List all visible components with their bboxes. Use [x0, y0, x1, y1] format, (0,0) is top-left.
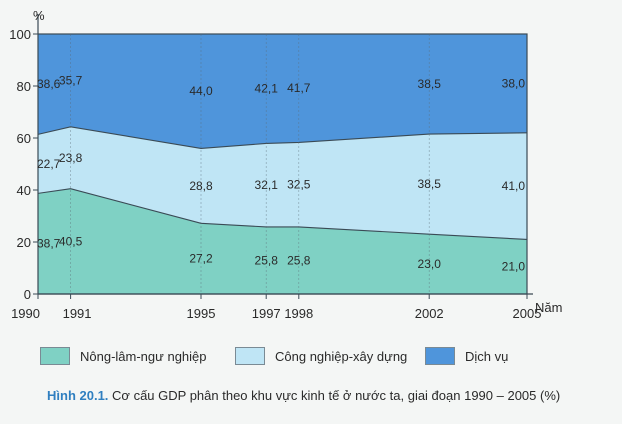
x-tick-label: 2002: [415, 306, 444, 321]
data-label-services: 38,5: [418, 77, 442, 91]
data-label-services: 44,0: [189, 84, 213, 98]
data-label-industry: 32,5: [287, 178, 311, 192]
data-label-agriculture: 23,0: [418, 257, 442, 271]
data-label-services: 38,6: [37, 77, 61, 91]
data-label-services: 42,1: [255, 82, 279, 96]
legend-swatch-services: [425, 347, 455, 365]
legend-label-services: Dịch vụ: [465, 348, 509, 364]
figure-number: Hình 20.1.: [47, 388, 109, 403]
data-labels: 38,740,5 27,2 25,8 25,8 23,0 21,0 22,723,8 28,8…: [37, 73, 525, 273]
legend-item-services: Dịch vụ: [425, 346, 508, 366]
data-label-industry: 32,1: [255, 178, 279, 192]
legend-item-industry: Công nghiệp-xây dựng: [235, 346, 407, 366]
data-label-agriculture: 21,0: [502, 260, 526, 274]
y-tick-label: 60: [17, 131, 31, 146]
data-label-services: 38,0: [502, 76, 526, 90]
x-tick-label: 1995: [187, 306, 216, 321]
tick-labels: 0 20 40 60 80 100 1990 1991 1995 1997 1998 2002 2005: [9, 27, 541, 321]
data-label-agriculture: 25,8: [255, 253, 279, 267]
data-label-industry: 38,5: [418, 177, 442, 191]
x-tick-label: 1998: [284, 306, 313, 321]
data-label-agriculture: 40,5: [59, 234, 83, 248]
data-label-agriculture: 25,8: [287, 253, 311, 267]
area-layers: [38, 34, 527, 294]
x-tick-label: 1990: [11, 306, 40, 321]
figure-caption-text: Cơ cấu GDP phân theo khu vực kinh tế ở n…: [112, 388, 561, 403]
y-tick-label: 40: [17, 183, 31, 198]
legend-item-agriculture: Nông-lâm-ngư nghiệp: [40, 346, 207, 366]
y-tick-label: 0: [24, 287, 31, 302]
legend-swatch-industry: [235, 347, 265, 365]
legend-swatch-agriculture: [40, 347, 70, 365]
x-tick-label: 1997: [252, 306, 281, 321]
y-tick-label: 80: [17, 79, 31, 94]
legend-label-industry: Công nghiệp-xây dựng: [275, 348, 408, 364]
figure-caption: Hình 20.1. Cơ cấu GDP phân theo khu vực …: [47, 388, 617, 403]
data-label-agriculture: 38,7: [37, 237, 61, 251]
data-label-industry: 41,0: [502, 179, 526, 193]
data-label-services: 41,7: [287, 81, 311, 95]
data-label-industry: 28,8: [189, 179, 213, 193]
data-label-agriculture: 27,2: [189, 252, 213, 266]
data-label-industry: 22,7: [37, 157, 61, 171]
x-axis-label: Năm: [535, 300, 562, 315]
area-services: [38, 34, 527, 149]
y-tick-label: 100: [9, 27, 31, 42]
data-label-services: 35,7: [59, 73, 83, 87]
area-agriculture: [38, 188, 527, 294]
y-tick-label: 20: [17, 235, 31, 250]
axes: [33, 14, 533, 299]
legend-label-agriculture: Nông-lâm-ngư nghiệp: [80, 348, 207, 364]
x-tick-label: 2005: [513, 306, 542, 321]
y-axis-label: %: [33, 8, 45, 23]
x-tick-label: 1991: [63, 306, 92, 321]
area-industry: [38, 126, 527, 240]
data-label-industry: 23,8: [59, 151, 83, 165]
